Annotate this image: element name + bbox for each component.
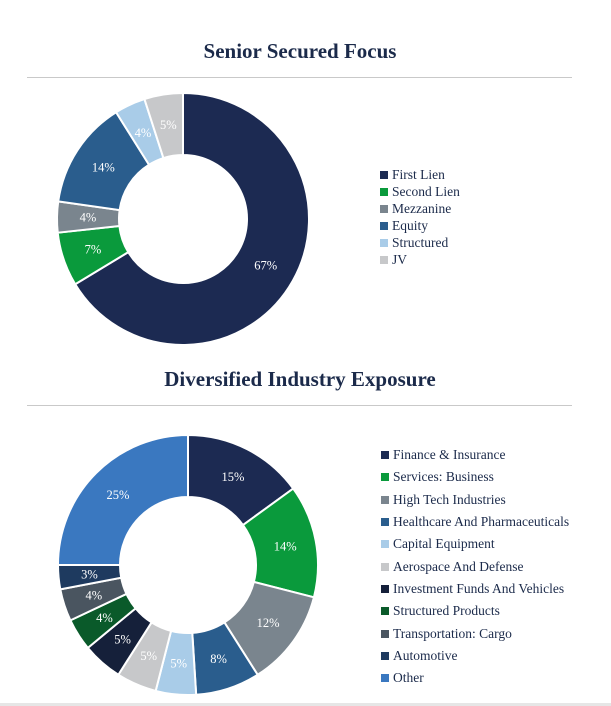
chart2-title: Diversified Industry Exposure (164, 367, 436, 391)
chart2-label-services-business: 14% (274, 539, 297, 553)
chart1-legend: First Lien Second Lien Mezzanine Equity Stru… (380, 166, 460, 268)
chart1-label-second-lien: 7% (85, 242, 102, 256)
chart2-divider (27, 405, 572, 406)
chart2-label-healthcare-and-pharmaceuticals: 8% (210, 652, 227, 666)
legend-label: Healthcare And Pharmaceuticals (393, 514, 570, 530)
chart1-label-structured: 4% (135, 126, 152, 140)
chart2-label-finance-insurance: 15% (221, 470, 244, 484)
chart2-legend-item-healthcare-and-pharmaceuticals: Healthcare And Pharmaceuticals (381, 511, 569, 533)
chart2-slice-other (56, 433, 189, 566)
legend-label: Equity (392, 217, 428, 233)
chart1-legend-item-first-lien: First Lien (380, 166, 460, 183)
chart1-donut: 67% 7% 4% 14% 4% 5% (56, 91, 310, 346)
legend-swatch (380, 221, 388, 230)
legend-label: Finance & Insurance (393, 447, 506, 463)
chart2-legend-item-automotive: Automotive (381, 645, 569, 667)
chart2-legend-item-finance-insurance: Finance & Insurance (381, 444, 569, 466)
legend-label: Automotive (393, 647, 458, 663)
legend-swatch (380, 170, 388, 179)
legend-swatch (381, 651, 389, 660)
chart2-legend-item-structured-products: Structured Products (381, 600, 569, 622)
legend-label: First Lien (392, 166, 445, 182)
legend-swatch (381, 451, 389, 460)
chart2-label-aerospace-and-defense: 5% (140, 649, 157, 663)
legend-label: Mezzanine (392, 200, 452, 216)
legend-label: High Tech Industries (393, 491, 506, 507)
chart1-slice-jv (143, 91, 184, 160)
legend-swatch (381, 607, 389, 616)
chart1-legend-item-second-lien: Second Lien (380, 183, 460, 200)
chart2-label-investment-funds-and-vehicles: 5% (114, 632, 131, 646)
legend-label: Transportation: Cargo (393, 625, 512, 641)
legend-swatch (381, 562, 389, 571)
legend-label: Other (393, 670, 424, 686)
chart2-label-other: 25% (107, 488, 130, 502)
chart2-legend-item-aerospace-and-defense: Aerospace And Defense (381, 555, 569, 577)
legend-swatch (380, 238, 388, 247)
chart2-label-capital-equipment: 5% (170, 657, 187, 671)
chart1-title: Senior Secured Focus (203, 39, 397, 63)
chart1-legend-item-jv: JV (380, 251, 460, 268)
legend-label: JV (392, 251, 408, 267)
legend-swatch (381, 584, 389, 593)
legend-label: Aerospace And Defense (393, 558, 524, 574)
chart2-label-high-tech-industries: 12% (257, 616, 280, 630)
chart1-slice-first-lien (73, 91, 310, 346)
chart1-label-jv: 5% (160, 118, 177, 132)
chart2-legend-item-services-business: Services: Business (381, 466, 569, 488)
chart2-legend-item-other: Other (381, 667, 569, 689)
legend-swatch (381, 495, 389, 504)
legend-label: Structured Products (393, 603, 500, 619)
legend-label: Investment Funds And Vehicles (393, 580, 565, 596)
chart2-label-automotive: 3% (81, 567, 98, 581)
chart2-legend: Finance & Insurance Services: Business Hig… (381, 444, 569, 689)
legend-swatch (381, 473, 389, 482)
chart1-label-equity: 14% (92, 160, 115, 174)
chart1-label-first-lien: 67% (254, 259, 277, 273)
page-bottom-border (0, 703, 611, 706)
chart1-legend-item-mezzanine: Mezzanine (380, 200, 460, 217)
legend-label: Structured (392, 234, 449, 250)
legend-swatch (381, 518, 389, 527)
legend-swatch (381, 629, 389, 638)
legend-swatch (380, 204, 388, 213)
chart1-label-mezzanine: 4% (80, 211, 97, 225)
chart2-label-transportation-cargo: 4% (86, 589, 103, 603)
legend-label: Services: Business (393, 469, 494, 485)
legend-label: Second Lien (392, 183, 460, 199)
chart2-legend-item-capital-equipment: Capital Equipment (381, 533, 569, 555)
legend-swatch (381, 540, 389, 549)
chart2-legend-item-high-tech-industries: High Tech Industries (381, 489, 569, 511)
chart2-label-structured-products: 4% (96, 611, 113, 625)
legend-swatch (381, 674, 389, 683)
legend-swatch (380, 255, 388, 264)
chart1-divider (27, 77, 572, 78)
legend-swatch (380, 187, 388, 196)
legend-label: Capital Equipment (393, 536, 495, 552)
chart1-legend-item-structured: Structured (380, 234, 460, 251)
chart2-legend-item-transportation-cargo: Transportation: Cargo (381, 622, 569, 644)
chart1-legend-item-equity: Equity (380, 217, 460, 234)
chart2-legend-item-investment-funds-and-vehicles: Investment Funds And Vehicles (381, 578, 569, 600)
